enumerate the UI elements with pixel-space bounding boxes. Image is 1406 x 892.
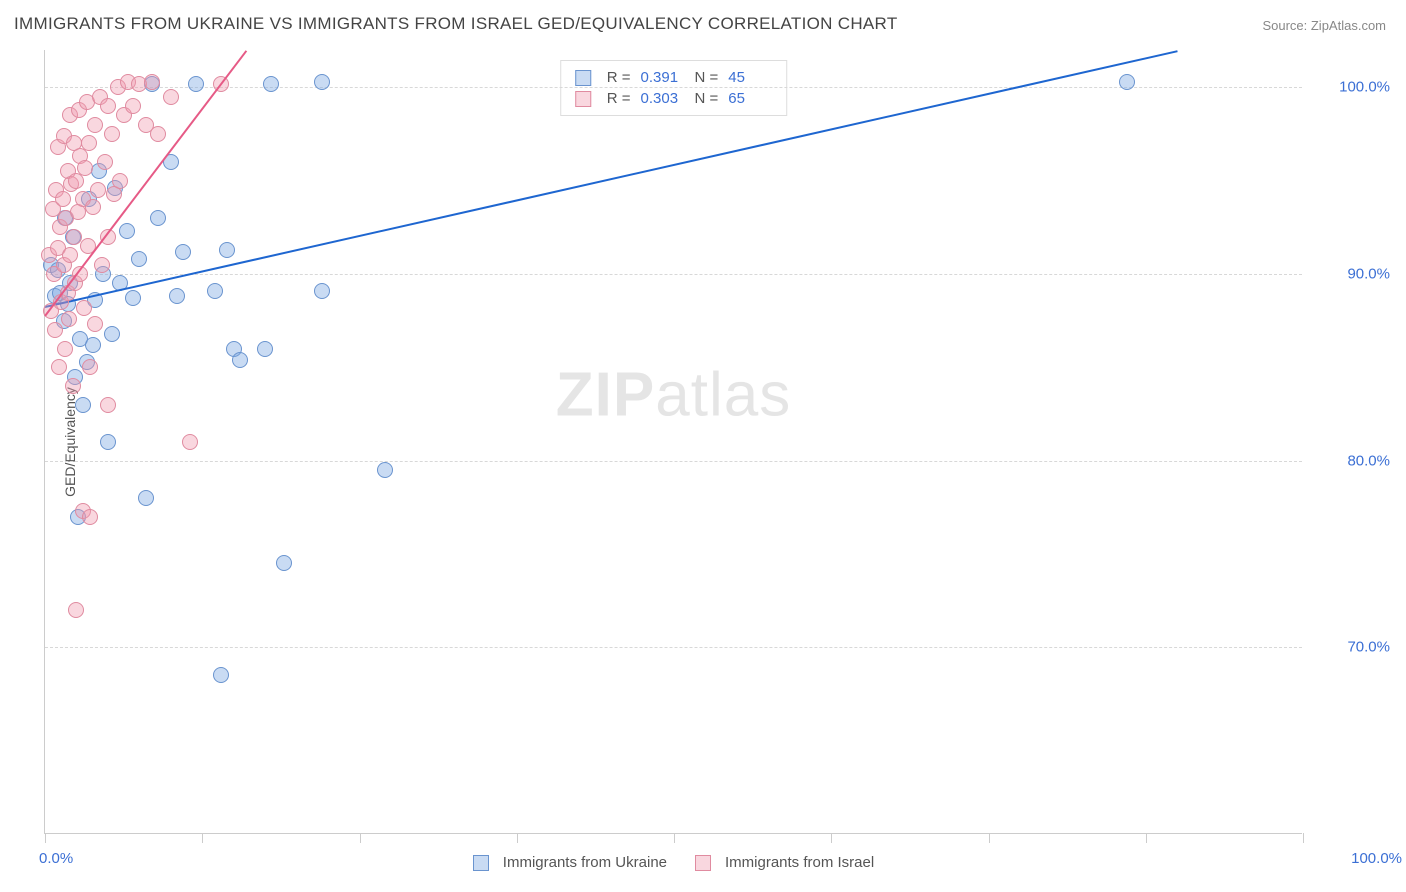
scatter-point <box>104 126 120 142</box>
y-tick-label: 80.0% <box>1310 452 1390 469</box>
scatter-point <box>94 257 110 273</box>
plot-area: GED/Equivalency ZIPatlas R =0.391N =45R … <box>44 50 1302 834</box>
scatter-point <box>75 397 91 413</box>
scatter-point <box>219 242 235 258</box>
x-tick <box>831 833 832 843</box>
scatter-point <box>188 76 204 92</box>
legend-n-value: 45 <box>728 69 772 86</box>
scatter-point <box>100 397 116 413</box>
scatter-point <box>144 74 160 90</box>
y-tick-label: 90.0% <box>1310 266 1390 283</box>
scatter-point <box>62 247 78 263</box>
x-tick <box>202 833 203 843</box>
legend-r-value: 0.303 <box>641 90 685 107</box>
scatter-point <box>77 160 93 176</box>
legend-r-label: R = <box>607 69 631 86</box>
scatter-point <box>97 154 113 170</box>
legend-row: R = 0.391 N = 45 <box>575 67 773 88</box>
legend-n-value: 65 <box>728 90 772 107</box>
scatter-point <box>125 290 141 306</box>
scatter-point <box>314 283 330 299</box>
scatter-point <box>55 191 71 207</box>
scatter-point <box>207 283 223 299</box>
scatter-point <box>112 173 128 189</box>
scatter-point <box>138 490 154 506</box>
scatter-point <box>213 667 229 683</box>
legend-swatch <box>695 855 711 871</box>
watermark: ZIPatlas <box>556 359 791 430</box>
series-legend-label: Immigrants from Ukraine <box>503 854 667 871</box>
legend-row: R = 0.303 N = 65 <box>575 88 773 109</box>
gridline <box>45 87 1302 88</box>
scatter-point <box>182 434 198 450</box>
scatter-point <box>76 300 92 316</box>
scatter-point <box>47 322 63 338</box>
watermark-atlas: atlas <box>655 360 791 429</box>
scatter-point <box>163 89 179 105</box>
scatter-point <box>82 509 98 525</box>
scatter-point <box>257 341 273 357</box>
legend-n-label: N = <box>695 69 719 86</box>
scatter-point <box>169 288 185 304</box>
scatter-point <box>85 199 101 215</box>
scatter-point <box>87 117 103 133</box>
scatter-point <box>119 223 135 239</box>
scatter-point <box>276 555 292 571</box>
scatter-point <box>1119 74 1135 90</box>
legend-swatch <box>473 855 489 871</box>
legend-r-label: R = <box>607 90 631 107</box>
series-legend-item: Immigrants from Ukraine <box>473 854 667 871</box>
legend-swatch <box>575 70 591 86</box>
x-tick <box>1146 833 1147 843</box>
scatter-point <box>81 135 97 151</box>
series-legend-label: Immigrants from Israel <box>725 854 874 871</box>
scatter-point <box>68 602 84 618</box>
scatter-point <box>377 462 393 478</box>
scatter-point <box>232 352 248 368</box>
x-tick <box>1303 833 1304 843</box>
gridline <box>45 274 1302 275</box>
scatter-point <box>57 341 73 357</box>
scatter-point <box>61 311 77 327</box>
scatter-point <box>175 244 191 260</box>
x-tick <box>360 833 361 843</box>
x-tick <box>517 833 518 843</box>
x-tick <box>45 833 46 843</box>
scatter-point <box>131 251 147 267</box>
series-legend: Immigrants from Ukraine Immigrants from I… <box>45 854 1302 871</box>
y-tick-label: 100.0% <box>1310 79 1390 96</box>
series-legend-item: Immigrants from Israel <box>695 854 874 871</box>
legend-swatch <box>575 91 591 107</box>
scatter-point <box>65 378 81 394</box>
scatter-point <box>263 76 279 92</box>
legend-r-value: 0.391 <box>641 69 685 86</box>
scatter-point <box>150 126 166 142</box>
scatter-point <box>82 359 98 375</box>
gridline <box>45 461 1302 462</box>
scatter-point <box>87 316 103 332</box>
scatter-point <box>314 74 330 90</box>
x-tick <box>989 833 990 843</box>
scatter-point <box>90 182 106 198</box>
source-attribution: Source: ZipAtlas.com <box>1262 18 1386 33</box>
x-axis-min-label: 0.0% <box>39 850 73 867</box>
watermark-zip: ZIP <box>556 360 655 429</box>
y-tick-label: 70.0% <box>1310 639 1390 656</box>
scatter-point <box>51 359 67 375</box>
scatter-point <box>150 210 166 226</box>
x-axis-max-label: 100.0% <box>1310 850 1402 867</box>
scatter-point <box>104 326 120 342</box>
gridline <box>45 647 1302 648</box>
scatter-point <box>125 98 141 114</box>
legend-n-label: N = <box>695 90 719 107</box>
scatter-point <box>85 337 101 353</box>
chart-title: IMMIGRANTS FROM UKRAINE VS IMMIGRANTS FR… <box>14 14 898 34</box>
scatter-point <box>100 98 116 114</box>
x-tick <box>674 833 675 843</box>
scatter-point <box>100 434 116 450</box>
